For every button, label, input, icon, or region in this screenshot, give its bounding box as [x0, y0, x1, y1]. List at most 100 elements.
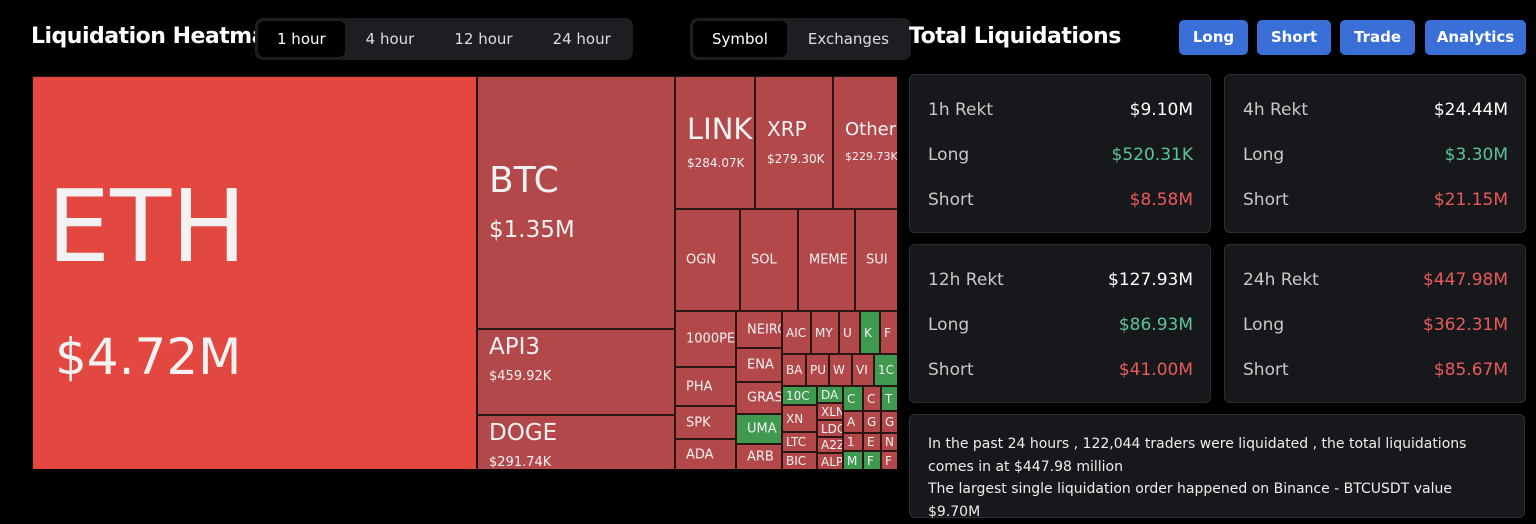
- treemap-tile[interactable]: U: [839, 311, 860, 354]
- treemap-tile[interactable]: LINK $284.07K: [675, 76, 755, 209]
- treemap-tile[interactable]: W: [829, 354, 852, 386]
- tile-label: F: [884, 325, 891, 340]
- tile-label: API3: [489, 334, 541, 360]
- tab[interactable]: Exchanges: [807, 30, 889, 48]
- stat-card: 24h Rekt $447.98M Long $362.31M Short $85.67M: [1224, 244, 1526, 403]
- tile-label: T: [885, 391, 893, 406]
- panel-title: Total Liquidations: [909, 24, 1121, 49]
- stat-card: 12h Rekt $127.93M Long $86.93M Short $41.00M: [909, 244, 1211, 403]
- card-row: Short $41.00M: [928, 360, 1193, 380]
- treemap-tile[interactable]: LTC: [782, 432, 817, 452]
- treemap-tile[interactable]: ENA: [736, 348, 782, 382]
- summary: In the past 24 hours , 122,044 traders w…: [909, 414, 1525, 520]
- treemap-tile[interactable]: N: [881, 433, 897, 451]
- tab[interactable]: 24 hour: [552, 30, 611, 48]
- treemap-tile[interactable]: NEIRC: [736, 311, 782, 348]
- treemap-tile[interactable]: C: [863, 386, 881, 411]
- treemap-tile[interactable]: SPK: [675, 406, 736, 439]
- card-row: Long $3.30M: [1243, 145, 1508, 165]
- tile-value: $279.30K: [767, 152, 825, 166]
- tile-label: 1000PEF: [686, 331, 735, 347]
- treemap-tile[interactable]: A2Z: [817, 437, 843, 453]
- treemap-tile[interactable]: XN: [782, 405, 817, 432]
- card-row: Short $85.67M: [1243, 360, 1508, 380]
- treemap-tile[interactable]: LDC: [817, 420, 843, 437]
- heatmap-title: Liquidation Heatmap: [31, 24, 282, 49]
- tile-label: K: [864, 325, 872, 340]
- treemap-tile[interactable]: SUI: [855, 209, 897, 311]
- row-label: Long: [928, 145, 970, 165]
- card-row: Long $86.93M: [928, 315, 1193, 335]
- treemap-tile[interactable]: G: [863, 411, 881, 433]
- treemap-tile[interactable]: DOGE $291.74K: [477, 415, 675, 469]
- tab[interactable]: Symbol: [693, 21, 787, 57]
- treemap-tile[interactable]: BA: [782, 354, 806, 386]
- card-total: $447.98M: [1423, 270, 1508, 290]
- treemap-tile[interactable]: XRP $279.30K: [755, 76, 833, 209]
- view-tabs: Symbol Exchanges: [690, 18, 911, 60]
- treemap-tile[interactable]: XLN: [817, 403, 843, 420]
- tile-label: 10C: [786, 388, 810, 403]
- tile-label: M: [847, 453, 858, 468]
- row-label: Short: [1243, 360, 1289, 380]
- tile-label: LTC: [786, 435, 807, 449]
- treemap-tile[interactable]: ADA: [675, 439, 736, 469]
- tile-label: SUI: [866, 252, 888, 268]
- button[interactable]: Short: [1257, 20, 1331, 55]
- treemap-tile[interactable]: GRAS: [736, 382, 782, 414]
- tile-label: ETH: [47, 168, 247, 285]
- treemap-tile[interactable]: API3 $459.92K: [477, 329, 675, 415]
- treemap-tile[interactable]: VI: [852, 354, 874, 386]
- tile-label: VI: [856, 363, 868, 377]
- row-value: $85.67M: [1433, 360, 1508, 380]
- treemap-tile[interactable]: 1000PEF: [675, 311, 736, 367]
- row-value: $86.93M: [1118, 315, 1193, 335]
- treemap-tile[interactable]: AIC: [782, 311, 811, 354]
- treemap-tile[interactable]: SOL: [740, 209, 798, 311]
- treemap-tile[interactable]: PU: [806, 354, 829, 386]
- button[interactable]: Analytics: [1425, 20, 1526, 55]
- treemap-tile[interactable]: ARB: [736, 444, 782, 469]
- stat-card: 1h Rekt $9.10M Long $520.31K Short $8.58M: [909, 74, 1211, 233]
- treemap-tile[interactable]: OGN: [675, 209, 740, 311]
- treemap-tile[interactable]: PHA: [675, 367, 736, 406]
- treemap-tile[interactable]: E: [863, 433, 881, 451]
- treemap-tile[interactable]: C: [843, 386, 863, 411]
- treemap-tile[interactable]: ETH $4.72M: [32, 76, 477, 469]
- treemap-tile[interactable]: F: [881, 451, 897, 469]
- treemap-tile[interactable]: 10C: [782, 386, 817, 405]
- treemap-tile[interactable]: F: [863, 451, 881, 469]
- treemap-tile[interactable]: DA: [817, 386, 843, 403]
- treemap-tile[interactable]: Others $229.73K: [833, 76, 897, 209]
- tile-label: UMA: [747, 421, 777, 437]
- treemap-tile[interactable]: BTC $1.35M: [477, 76, 675, 329]
- treemap-tile[interactable]: F: [880, 311, 897, 354]
- treemap-tile[interactable]: MEME: [798, 209, 855, 311]
- button[interactable]: Trade: [1340, 20, 1415, 55]
- tab[interactable]: 1 hour: [258, 21, 345, 57]
- tile-label: N: [885, 435, 894, 449]
- row-label: Short: [928, 190, 974, 210]
- tile-label: F: [867, 453, 874, 468]
- treemap-tile[interactable]: MY: [811, 311, 839, 354]
- treemap-tile[interactable]: A: [843, 411, 863, 433]
- tab[interactable]: 12 hour: [454, 30, 513, 48]
- card-row: Short $21.15M: [1243, 190, 1508, 210]
- tile-label: GRAS: [747, 390, 781, 406]
- treemap-tile[interactable]: T: [881, 386, 897, 411]
- treemap-tile[interactable]: ALP: [817, 453, 843, 469]
- tile-label: G: [867, 415, 877, 429]
- treemap-tile[interactable]: UMA: [736, 414, 782, 444]
- treemap-tile[interactable]: 1: [843, 433, 863, 451]
- tab[interactable]: 4 hour: [365, 30, 415, 48]
- card-total: $127.93M: [1108, 270, 1193, 290]
- row-value: $520.31K: [1111, 145, 1193, 165]
- treemap-tile[interactable]: M: [843, 451, 863, 469]
- button[interactable]: Long: [1179, 20, 1248, 55]
- treemap-tile[interactable]: G: [881, 411, 897, 433]
- treemap-tile[interactable]: BIC: [782, 452, 817, 469]
- treemap-tile[interactable]: K: [860, 311, 880, 354]
- tile-label: BTC: [489, 160, 559, 201]
- treemap-tile[interactable]: 1C: [874, 354, 897, 386]
- tile-label: ADA: [686, 447, 714, 462]
